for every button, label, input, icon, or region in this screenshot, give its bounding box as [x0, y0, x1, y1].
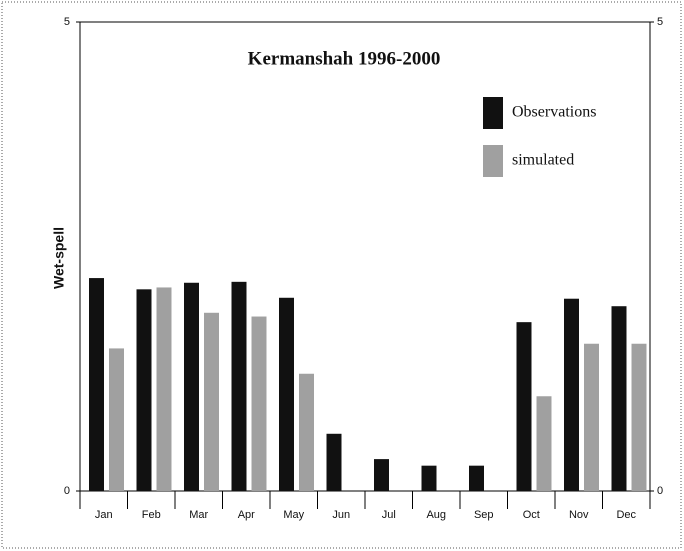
bar: [516, 322, 532, 491]
bar: [631, 343, 647, 491]
legend-label: Observations: [512, 104, 596, 121]
bar: [584, 343, 599, 491]
y-axis-label: Wet-spell: [51, 227, 67, 289]
bar: [204, 312, 219, 491]
bar: [326, 433, 342, 491]
x-tick-label: Sep: [474, 509, 494, 521]
x-tick-label: Feb: [142, 509, 161, 521]
bar: [136, 289, 152, 491]
bar: [469, 465, 484, 491]
bar: [279, 297, 294, 491]
bar: [184, 282, 199, 491]
legend-label: simulated: [512, 152, 574, 169]
bar: [299, 373, 314, 491]
bar: [421, 465, 437, 491]
x-tick-label: Jan: [95, 509, 113, 521]
legend-swatch: [483, 97, 503, 129]
x-tick-label: Nov: [569, 509, 589, 521]
bar: [564, 298, 579, 491]
x-tick-label: May: [283, 509, 304, 521]
bar: [156, 287, 172, 491]
x-tick-label: Apr: [238, 509, 255, 521]
x-tick-label: Oct: [523, 509, 540, 521]
y2-tick-label: 0: [657, 485, 663, 497]
y-tick-label: 0: [64, 485, 70, 497]
x-tick-label: Jun: [332, 509, 350, 521]
x-tick-label: Mar: [189, 509, 208, 521]
y2-tick-label: 5: [657, 16, 663, 28]
bar: [109, 348, 124, 491]
bar: [611, 306, 627, 491]
x-tick-label: Dec: [616, 509, 636, 521]
bar: [231, 281, 247, 491]
bar: [374, 459, 389, 491]
bar: [251, 316, 267, 491]
x-tick-label: Jul: [382, 509, 396, 521]
bar: [89, 278, 104, 491]
x-tick-label: Aug: [426, 509, 446, 521]
chart-title: Kermanshah 1996-2000: [248, 48, 441, 69]
bar: [536, 396, 552, 491]
legend-swatch: [483, 145, 503, 177]
y-tick-label: 5: [64, 16, 70, 28]
